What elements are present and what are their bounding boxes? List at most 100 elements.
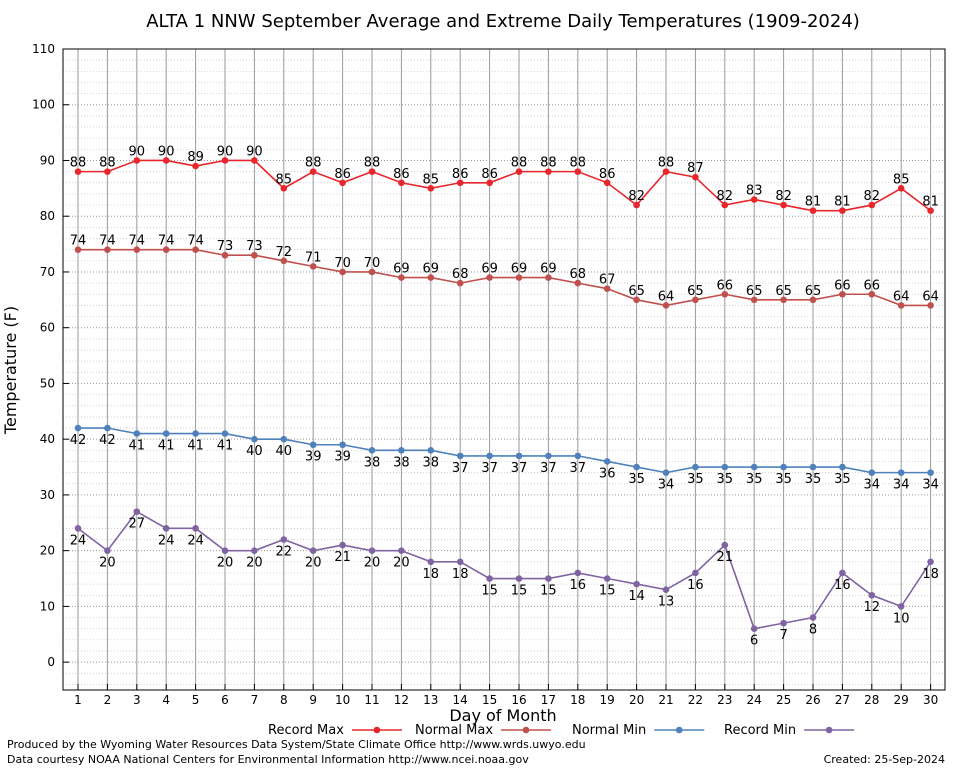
data-point <box>750 625 758 632</box>
data-label: 10 <box>893 611 910 626</box>
data-label: 74 <box>158 234 175 249</box>
data-point <box>456 452 464 460</box>
data-label: 81 <box>922 195 939 210</box>
data-point <box>603 179 611 187</box>
data-label: 73 <box>246 239 263 254</box>
y-axis-label: Temperature (F) <box>1 306 20 435</box>
y-tick-label: 60 <box>40 321 55 335</box>
data-point <box>721 463 729 471</box>
data-label: 34 <box>658 478 675 493</box>
data-point <box>721 290 729 298</box>
legend-label: Record Max <box>268 723 344 738</box>
data-label: 88 <box>540 156 557 171</box>
data-point <box>780 201 787 209</box>
data-label: 73 <box>217 239 234 254</box>
data-label: 38 <box>393 455 410 470</box>
legend-label: Record Min <box>724 723 796 738</box>
data-point <box>133 508 141 515</box>
data-label: 41 <box>158 439 175 454</box>
data-label: 85 <box>423 172 440 187</box>
data-point <box>280 257 288 265</box>
data-label: 64 <box>922 289 939 304</box>
data-point <box>251 251 258 259</box>
data-label: 35 <box>687 472 704 487</box>
series-line <box>78 248 931 307</box>
data-point <box>486 575 493 582</box>
data-point <box>780 619 787 627</box>
y-tick-label: 30 <box>40 488 55 502</box>
data-point <box>662 586 670 593</box>
data-point <box>603 575 611 582</box>
data-point <box>192 162 199 170</box>
x-tick-label: 6 <box>221 693 229 707</box>
x-tick-label: 20 <box>629 693 644 707</box>
data-point <box>515 274 523 281</box>
data-label: 83 <box>746 183 763 198</box>
data-point <box>868 201 876 209</box>
data-label: 88 <box>658 156 675 171</box>
x-tick-label: 8 <box>280 693 288 707</box>
x-tick-label: 5 <box>192 693 200 707</box>
data-point <box>398 447 405 454</box>
data-point <box>839 207 846 214</box>
data-point <box>104 168 111 175</box>
data-label: 18 <box>423 567 440 582</box>
plot-frame <box>62 48 946 691</box>
data-point <box>104 547 111 554</box>
data-point <box>897 603 905 610</box>
data-label: 88 <box>570 156 587 171</box>
data-label: 88 <box>511 156 528 171</box>
data-label: 88 <box>70 156 87 171</box>
data-label: 70 <box>364 256 381 271</box>
data-label: 34 <box>893 478 910 493</box>
data-label: 90 <box>129 144 146 159</box>
data-point <box>104 424 111 432</box>
data-point <box>427 185 435 192</box>
data-point <box>133 430 141 437</box>
data-point <box>162 157 170 164</box>
data-label: 65 <box>687 284 704 299</box>
data-label: 88 <box>364 156 381 171</box>
data-point <box>868 469 876 476</box>
data-label: 18 <box>922 567 939 582</box>
legend-swatch-marker <box>373 726 381 734</box>
data-point <box>839 290 846 298</box>
x-tick-label: 3 <box>133 693 141 707</box>
data-point <box>574 279 582 287</box>
data-label: 81 <box>805 195 822 210</box>
series-line <box>77 510 932 630</box>
data-label: 85 <box>276 172 293 187</box>
data-point <box>309 263 317 270</box>
data-label: 88 <box>305 156 322 171</box>
data-label: 39 <box>305 450 322 465</box>
data-label: 81 <box>834 195 851 210</box>
data-label: 86 <box>599 167 616 182</box>
series-normal-max: 74 74 74 74 74 73 73 72 71 70 70 69 69 68 69 69 69 68 67 65… <box>70 234 939 309</box>
data-point <box>74 168 82 175</box>
data-point <box>427 274 435 281</box>
data-point <box>309 547 317 554</box>
data-label: 85 <box>893 172 910 187</box>
data-label: 66 <box>864 278 881 293</box>
data-point <box>545 274 552 281</box>
data-point <box>574 168 582 175</box>
data-label: 37 <box>570 461 587 476</box>
data-point <box>897 185 905 192</box>
x-tick-label: 24 <box>747 693 762 707</box>
data-label: 35 <box>717 472 734 487</box>
data-point <box>545 168 552 175</box>
data-label: 82 <box>775 189 792 204</box>
data-point <box>251 435 258 443</box>
data-label: 20 <box>364 556 381 571</box>
y-tick-label: 90 <box>40 153 55 167</box>
data-label: 41 <box>129 439 146 454</box>
data-point <box>927 469 934 476</box>
data-point <box>339 441 346 449</box>
data-point <box>721 201 729 209</box>
data-point <box>339 179 346 187</box>
data-point <box>868 591 876 599</box>
data-label: 74 <box>187 234 204 249</box>
y-tick-label: 50 <box>40 376 55 390</box>
